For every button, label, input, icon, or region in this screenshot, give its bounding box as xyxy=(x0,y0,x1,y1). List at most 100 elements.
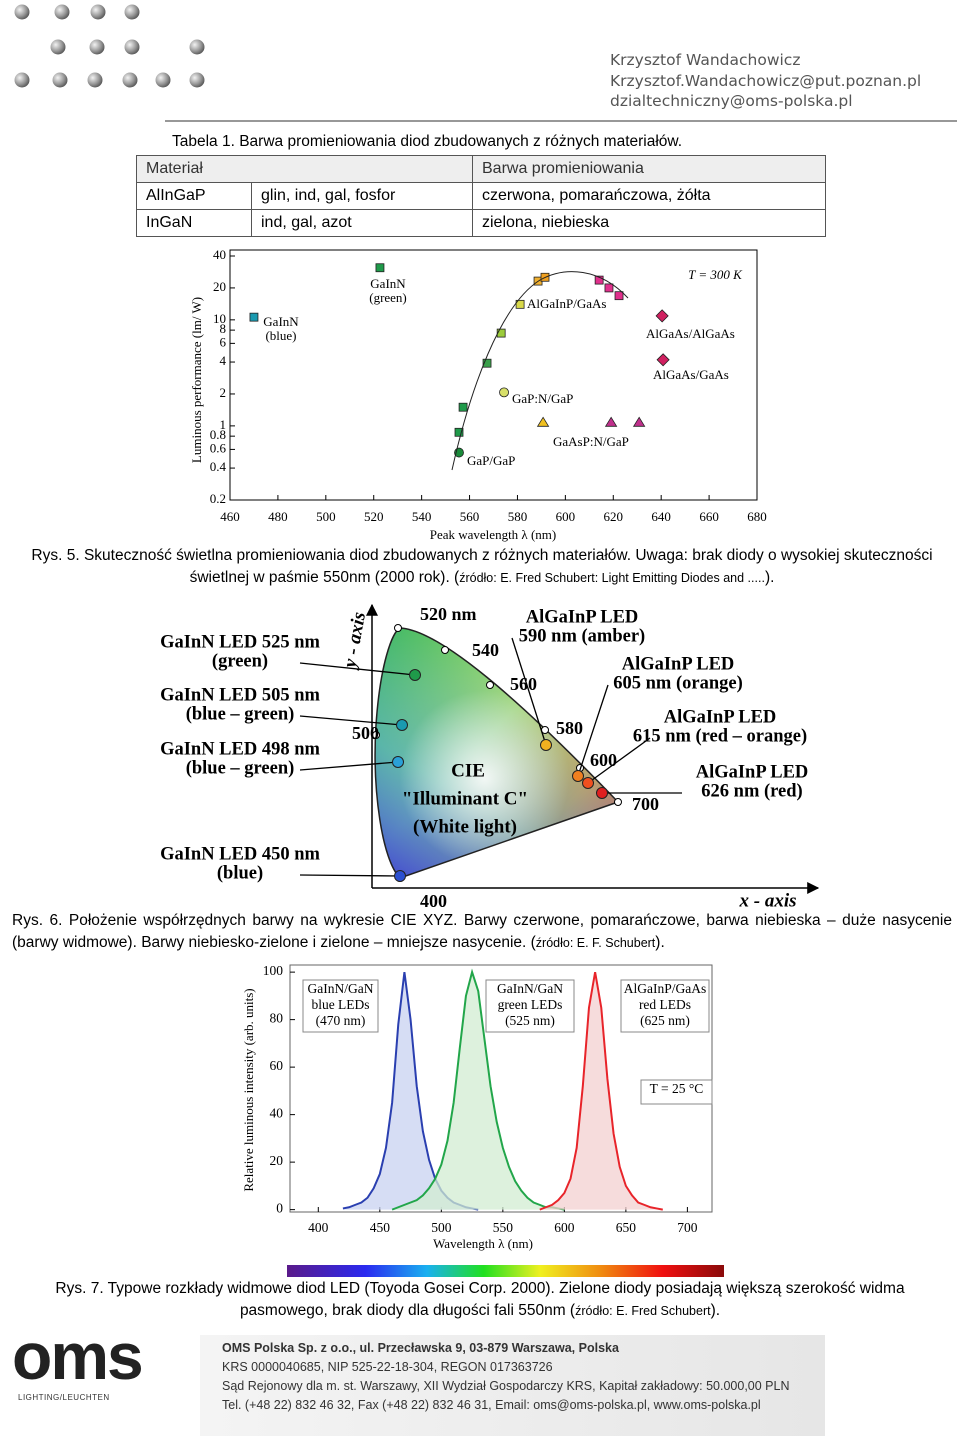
table-cell: InGaN xyxy=(136,209,252,237)
marker xyxy=(454,427,464,437)
annotation: GaInN/GaN xyxy=(308,981,374,996)
x-tick-label: 450 xyxy=(370,1220,391,1235)
y-tick-label: 10 xyxy=(213,311,226,326)
x-tick-label: 500 xyxy=(316,509,336,524)
marker xyxy=(594,275,604,285)
decor-dot xyxy=(124,39,140,55)
led-label: AlGaInP LED xyxy=(696,762,809,782)
marker xyxy=(458,402,468,412)
caption-part: źródło: E. F. Schubert xyxy=(535,936,656,950)
marker xyxy=(515,299,525,309)
pointer xyxy=(299,761,399,771)
pointer xyxy=(511,637,547,746)
wavelength-label: 520 nm xyxy=(420,604,477,624)
decor-dot xyxy=(89,39,105,55)
led-label: AlGaInP LED xyxy=(526,607,639,627)
table-row: InGaN ind, gal, azot zielona, niebieska xyxy=(136,209,826,237)
led-label: (blue – green) xyxy=(186,704,295,724)
caption-part: ). xyxy=(655,934,665,951)
table-cell: zielona, niebieska xyxy=(472,209,826,237)
caption-part: źródło: E. Fred Schubert xyxy=(575,1304,711,1318)
led-label: GaInN LED 525 nm xyxy=(160,632,320,652)
x-tick-label: 580 xyxy=(508,509,528,524)
table-caption: Tabela 1. Barwa promieniowania diod zbud… xyxy=(172,133,683,150)
area xyxy=(342,972,479,1210)
y-tick-label: 0.8 xyxy=(210,427,226,442)
marker xyxy=(632,416,646,427)
annotation-box xyxy=(640,1079,713,1105)
led-label: AlGaInP LED xyxy=(622,654,735,674)
y-tick-label: 100 xyxy=(263,963,284,978)
wavelength-label: 700 xyxy=(632,794,659,814)
decor-dot xyxy=(50,39,66,55)
header-cell: Barwa promieniowania xyxy=(472,155,826,183)
wavelength-label: 560 xyxy=(510,674,537,694)
led-point xyxy=(409,669,421,681)
wavelength-label: 580 xyxy=(556,718,583,738)
wavelength-label: 600 xyxy=(590,750,617,770)
decor-dot xyxy=(87,72,103,88)
annotation: green LEDs xyxy=(498,997,563,1012)
annotation: red LEDs xyxy=(639,997,691,1012)
led-point xyxy=(572,770,584,782)
plot-frame xyxy=(229,249,758,501)
y-tick-label: 0.6 xyxy=(210,440,227,455)
y-tick-label: 6 xyxy=(220,334,227,349)
footer-line: Tel. (+48 22) 832 46 32, Fax (+48 22) 83… xyxy=(222,1398,761,1412)
x-tick-label: 480 xyxy=(268,509,288,524)
marker xyxy=(536,416,550,427)
led-label: 605 nm (orange) xyxy=(613,673,742,693)
marker xyxy=(499,387,509,398)
pointer xyxy=(299,874,401,877)
marker xyxy=(614,291,624,301)
x-tick-label: 460 xyxy=(220,509,240,524)
y-tick-label: 80 xyxy=(270,1011,284,1026)
marker xyxy=(604,416,618,427)
y-tick-label: 2 xyxy=(220,385,227,400)
wavelength-dot xyxy=(614,798,622,806)
pointer xyxy=(587,737,651,784)
annotation: T = 300 K xyxy=(688,267,743,282)
caption-part: Rys. 5. Skuteczność świetlna promieniowa… xyxy=(31,547,933,586)
figure-caption: Rys. 6. Położenie współrzędnych barwy na… xyxy=(12,910,952,954)
decor-dot xyxy=(155,72,171,88)
x-tick-label: 520 xyxy=(364,509,384,524)
series-label: GaInN (blue) xyxy=(263,314,299,343)
annotation: blue LEDs xyxy=(311,997,369,1012)
spectrum-bar xyxy=(287,1265,724,1277)
wavelength-dot xyxy=(486,681,494,689)
marker xyxy=(496,328,506,338)
center-label: (White light) xyxy=(413,816,517,837)
marker xyxy=(655,309,669,323)
table-cell: glin, ind, gal, fosfor xyxy=(251,182,473,210)
series-label: AlGaAs/AlGaAs xyxy=(646,326,735,341)
table-cell: AlInGaP xyxy=(136,182,252,210)
annotation: (470 nm) xyxy=(316,1013,366,1028)
table-cell: ind, gal, azot xyxy=(251,209,473,237)
area xyxy=(392,972,565,1210)
annotation: GaInN/GaN xyxy=(497,981,563,996)
led-label: 590 nm (amber) xyxy=(519,626,645,646)
x-tick-label: 600 xyxy=(556,509,576,524)
table-cell: czerwona, pomarańczowa, żółta xyxy=(472,182,826,210)
led-point xyxy=(540,739,552,751)
x-tick-label: 540 xyxy=(412,509,432,524)
x-tick-label: 500 xyxy=(431,1220,452,1235)
decor-dot xyxy=(90,4,106,20)
wavelength-dot xyxy=(372,731,380,739)
pointer xyxy=(299,715,403,726)
wavelength-label: 500 xyxy=(352,723,379,743)
led-label: AlGaInP LED xyxy=(664,707,777,727)
x-axis-label: Wavelength λ (nm) xyxy=(433,1236,533,1251)
series-label: GaAsP:N/GaP xyxy=(553,434,629,449)
decor-dot xyxy=(14,72,30,88)
author-block: Krzysztof Wandachowicz Krzysztof.Wandacho… xyxy=(610,50,921,112)
x-tick-label: 650 xyxy=(616,1220,637,1235)
cie-white xyxy=(374,627,620,879)
cie-diagram: y - axis x - axis 520 nm 540 560 580 600 700 500… xyxy=(160,603,820,911)
led-label: GaInN LED 505 nm xyxy=(160,685,320,705)
decor-dot xyxy=(14,4,30,20)
x-tick-label: 560 xyxy=(460,509,480,524)
figure-caption: Rys. 7. Typowe rozkłady widmowe diod LED… xyxy=(30,1278,930,1322)
decor-dot xyxy=(189,39,205,55)
